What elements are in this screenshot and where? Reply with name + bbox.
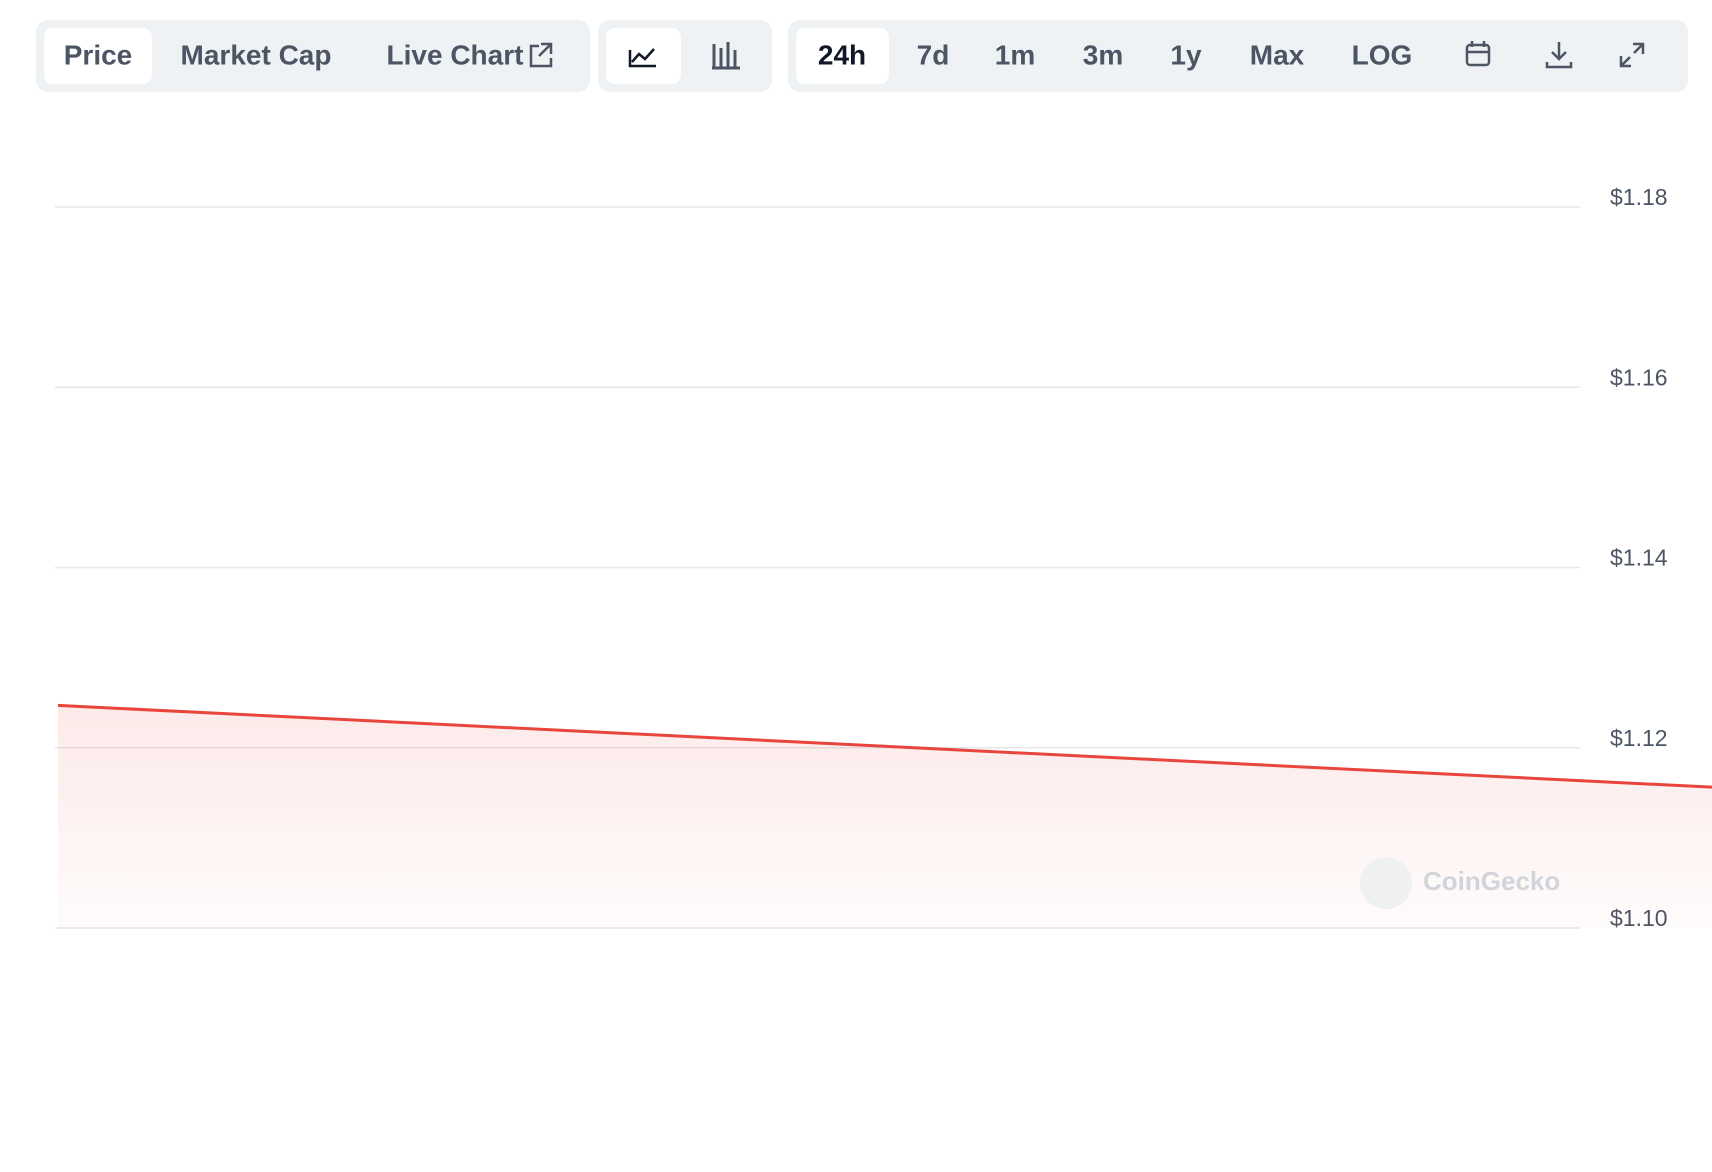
range-label[interactable]: 7d: [917, 39, 950, 70]
watermark: CoinGecko: [1423, 866, 1560, 896]
price-area: [58, 705, 1712, 928]
y-tick-label: $1.12: [1610, 725, 1668, 751]
range-label[interactable]: 1m: [995, 39, 1035, 70]
candle-icon[interactable]: [712, 42, 740, 70]
range-label[interactable]: 24h: [818, 39, 866, 70]
toolbar-icons[interactable]: [529, 41, 1645, 69]
watermark-logo: [1360, 857, 1412, 909]
toolbar-labels: Price Market Cap Live Chart 24h 7d 1m 3m 1y Max L…: [64, 39, 1413, 70]
y-tick-label: $1.14: [1610, 545, 1668, 571]
range-label[interactable]: 1y: [1170, 39, 1202, 70]
y-tick-label: $1.16: [1610, 364, 1668, 390]
y-tick-label: $1.18: [1610, 184, 1668, 210]
tab-label[interactable]: Price: [64, 39, 133, 70]
line-icon: [628, 48, 656, 68]
tab-label[interactable]: Market Cap: [181, 39, 332, 70]
plot: $1.10$1.12$1.14$1.16$1.1815:0018:0021:00…: [55, 184, 1712, 931]
range-label[interactable]: Max: [1250, 39, 1305, 70]
tab-active[interactable]: [44, 28, 152, 84]
tab-label[interactable]: Live Chart: [387, 39, 524, 70]
line-type-button[interactable]: [606, 28, 681, 84]
range-group: [788, 20, 1688, 92]
range-label[interactable]: 3m: [1083, 39, 1123, 70]
range-label[interactable]: LOG: [1352, 39, 1413, 70]
tab-group: [36, 20, 590, 92]
range-active[interactable]: [796, 28, 889, 84]
